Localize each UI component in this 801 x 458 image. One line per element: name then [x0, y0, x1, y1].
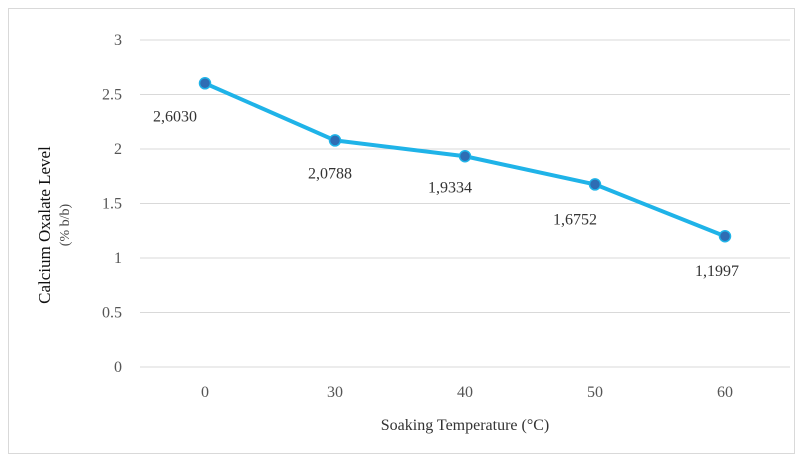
data-point — [458, 150, 472, 163]
data-point — [718, 229, 732, 243]
data-point — [328, 134, 342, 147]
y-axis-unit-group: (% b/b) — [58, 203, 73, 246]
x-tick-label: 30 — [327, 384, 343, 401]
data-label: 1,1997 — [695, 263, 739, 280]
x-tick-label: 0 — [201, 384, 209, 401]
data-labels: 2,6030 2,0788 1,9334 1,6752 1,1997 — [153, 108, 739, 280]
y-axis-title: Calcium Oxalate Level — [35, 146, 54, 304]
x-tick-labels: 0 30 40 50 60 — [201, 384, 733, 401]
data-point — [588, 178, 602, 191]
data-point — [198, 77, 212, 90]
x-axis-title: Soaking Temperature (°C) — [381, 417, 550, 434]
data-series — [198, 77, 732, 243]
y-tick-label: 0 — [114, 359, 122, 376]
y-tick-label: 2.5 — [102, 87, 122, 104]
y-axis-unit: (% b/b) — [58, 203, 73, 246]
y-tick-label: 1.5 — [102, 196, 122, 213]
y-tick-label: 3 — [114, 32, 122, 49]
gridlines — [140, 39, 790, 368]
y-tick-label: 2 — [114, 141, 122, 158]
data-label: 1,6752 — [553, 211, 597, 228]
chart-frame — [8, 8, 795, 454]
y-axis-title-group: Calcium Oxalate Level — [35, 146, 54, 304]
data-label: 1,9334 — [428, 179, 472, 196]
data-label: 2,6030 — [153, 108, 197, 125]
y-tick-label: 0.5 — [102, 305, 122, 322]
data-label: 2,0788 — [308, 165, 352, 182]
x-tick-label: 60 — [717, 384, 733, 401]
x-tick-label: 40 — [457, 384, 473, 401]
y-tick-labels: 0 0.5 1 1.5 2 2.5 3 — [102, 32, 122, 376]
x-tick-label: 50 — [587, 384, 603, 401]
y-tick-label: 1 — [114, 250, 122, 267]
